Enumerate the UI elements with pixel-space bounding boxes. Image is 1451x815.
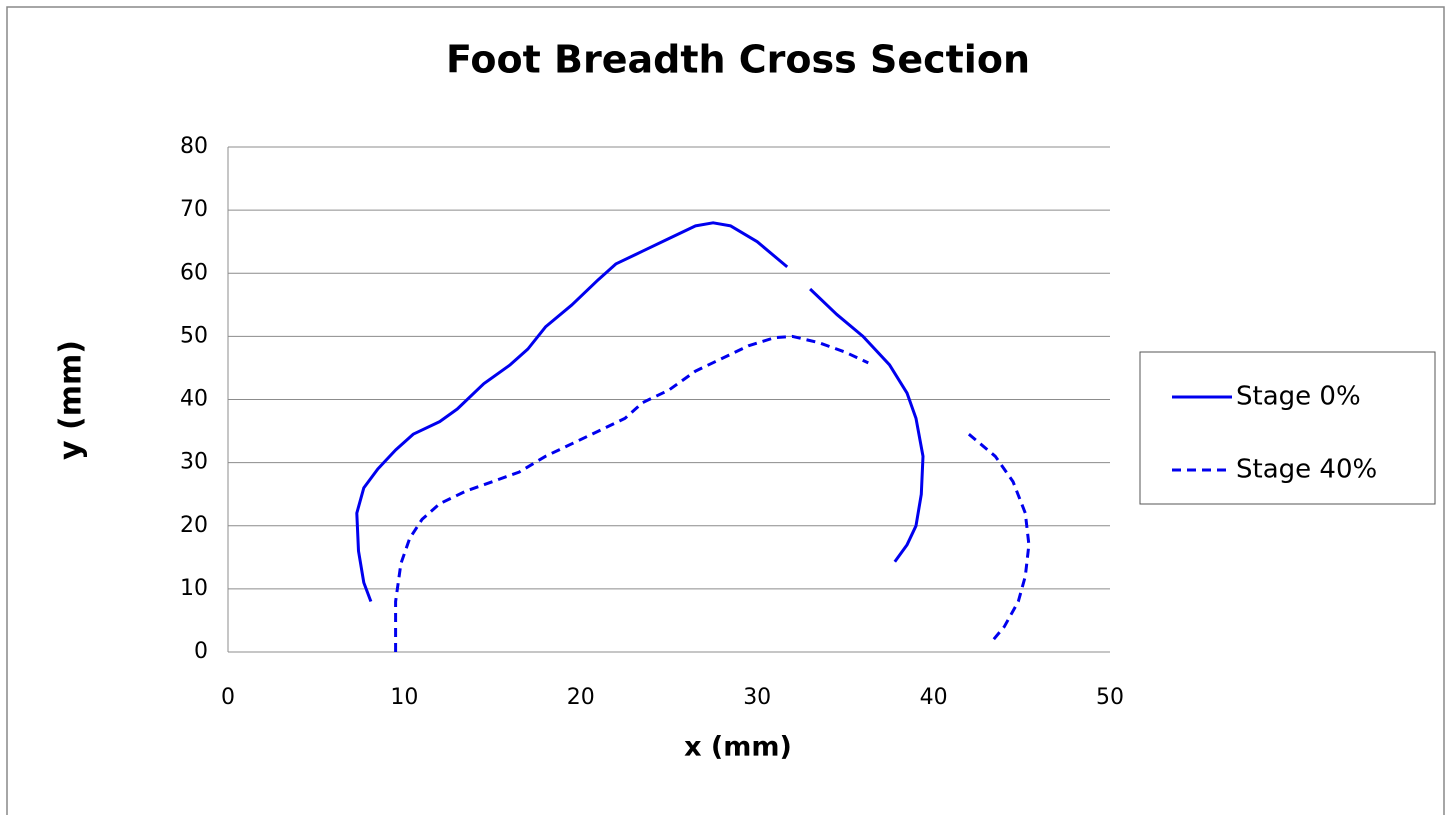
x-tick-label: 10	[390, 685, 418, 710]
y-axis-label: y (mm)	[54, 340, 89, 460]
legend-label: Stage 40%	[1236, 455, 1377, 485]
y-tick-label: 60	[180, 260, 208, 285]
x-tick-label: 20	[567, 685, 595, 710]
legend-label: Stage 0%	[1236, 382, 1361, 412]
legend-box	[1139, 351, 1436, 505]
x-axis-label: x (mm)	[684, 732, 792, 763]
y-tick-label: 50	[180, 323, 208, 348]
y-tick-label: 40	[180, 387, 208, 412]
y-tick-label: 20	[180, 513, 208, 538]
y-tick-label: 70	[180, 197, 208, 222]
y-tick-label: 10	[180, 576, 208, 601]
y-tick-label: 0	[194, 639, 208, 664]
y-tick-label: 80	[180, 134, 208, 159]
x-tick-label: 50	[1096, 685, 1124, 710]
x-tick-label: 0	[221, 685, 235, 710]
chart-title: Foot Breadth Cross Section	[446, 38, 1030, 82]
series-line	[394, 334, 1031, 652]
y-tick-label: 30	[180, 450, 208, 475]
x-tick-label: 30	[743, 685, 771, 710]
x-tick-label: 40	[920, 685, 948, 710]
series-line	[355, 221, 925, 603]
